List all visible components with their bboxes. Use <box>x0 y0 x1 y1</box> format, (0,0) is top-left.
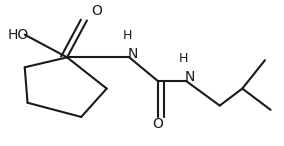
Text: H: H <box>179 52 189 65</box>
Text: N: N <box>184 70 195 84</box>
Text: O: O <box>91 4 102 18</box>
Text: N: N <box>128 47 138 61</box>
Text: HO: HO <box>8 28 29 42</box>
Text: H: H <box>123 29 132 42</box>
Text: O: O <box>152 117 163 131</box>
